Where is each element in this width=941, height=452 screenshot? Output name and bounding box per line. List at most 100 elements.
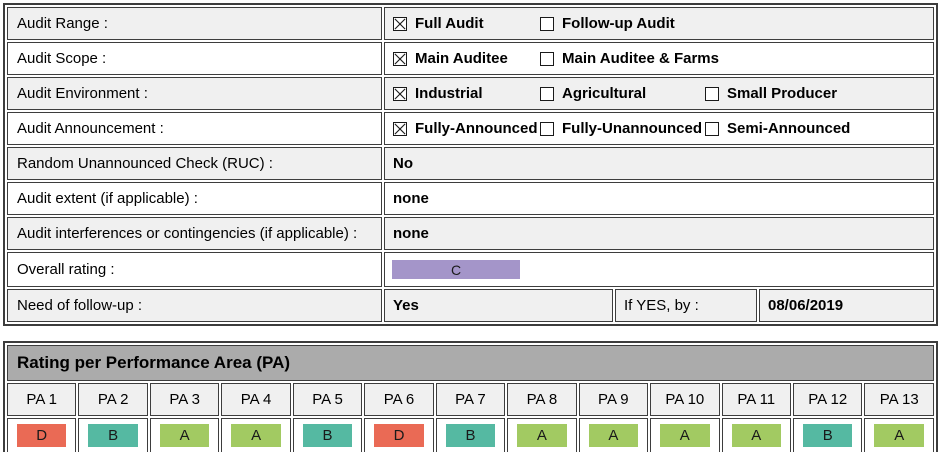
pa-column-header: PA 5 [292,383,363,416]
pa-column-header: PA 11 [721,383,791,416]
pa-rating-badge: A [588,424,639,447]
field-options-audit-environment: Industrial Agricultural Small Producer [384,77,934,110]
checkbox-main-auditee[interactable] [393,51,407,66]
checkbox-follow-up-audit[interactable] [540,16,554,31]
option-label: Main Auditee & Farms [562,50,719,67]
option-label: Industrial [415,85,483,102]
pa-rating-badge: B [88,424,138,447]
option-label: Semi-Announced [727,120,851,137]
pa-rating-badge: B [445,424,496,447]
pa-rating-badge: A [517,424,567,447]
pa-rating-cell: A [650,418,720,452]
option-label: Fully-Unannounced [562,120,702,137]
overall-rating-badge: C [392,260,520,279]
table-row: Audit Environment : Industrial Agricultu… [7,77,934,110]
option-label: Main Auditee [415,50,508,67]
option-small-producer: Small Producer [705,85,837,102]
pa-section-title: Rating per Performance Area (PA) [7,345,934,381]
field-label-audit-scope: Audit Scope : [7,42,382,75]
pa-header-row: PA 1 PA 2 PA 3 PA 4 PA 5 PA 6 PA 7 PA 8 … [7,383,934,416]
field-value-ruc: No [384,147,934,180]
pa-column-header: PA 9 [578,383,649,416]
table-row: Audit Announcement : Fully-Announced Ful… [7,112,934,145]
x-mark-icon [394,87,406,100]
field-label-ruc: Random Unannounced Check (RUC) : [7,147,382,180]
pa-rating-cell: A [221,418,291,452]
field-label-audit-range: Audit Range : [7,7,382,40]
option-main-auditee: Main Auditee [393,50,540,67]
field-options-audit-announcement: Fully-Announced Fully-Unannounced Semi-A… [384,112,934,145]
option-full-audit: Full Audit [393,15,540,32]
checkbox-main-auditee-farms[interactable] [540,51,554,66]
pa-rating-cell: B [792,418,863,452]
checkbox-agricultural[interactable] [540,86,554,101]
field-value-followup-date: 08/06/2019 [759,289,934,322]
pa-column-header: PA 12 [792,383,863,416]
x-mark-icon [394,17,406,30]
table-row: Need of follow-up : Yes If YES, by : 08/… [7,289,934,322]
pa-title-row: Rating per Performance Area (PA) [7,345,934,381]
pa-rating-cell: A [507,418,577,452]
checkbox-industrial[interactable] [393,86,407,101]
pa-rating-cell: B [435,418,506,452]
field-options-audit-range: Full Audit Follow-up Audit [384,7,934,40]
pa-rating-cell: A [721,418,791,452]
pa-column-header: PA 2 [78,383,148,416]
pa-rating-badge: A [731,424,781,447]
option-label: Agricultural [562,85,647,102]
pa-column-header: PA 4 [221,383,291,416]
pa-rating-badge: D [374,424,424,447]
field-label-audit-environment: Audit Environment : [7,77,382,110]
table-row: Audit Scope : Main Auditee Main Auditee … [7,42,934,75]
pa-rating-badge: D [17,424,67,447]
field-label-audit-announcement: Audit Announcement : [7,112,382,145]
field-value-need-followup: Yes [384,289,613,322]
pa-rating-cell: D [364,418,434,452]
x-mark-icon [394,122,406,135]
option-label: Follow-up Audit [562,15,675,32]
option-semi-announced: Semi-Announced [705,120,850,137]
pa-column-header: PA 1 [7,383,77,416]
field-value-audit-extent: none [384,182,934,215]
x-mark-icon [394,52,406,65]
option-main-auditee-farms: Main Auditee & Farms [540,50,719,67]
pa-rating-cell: A [578,418,649,452]
pa-rating-badge: A [231,424,281,447]
checkbox-fully-unannounced[interactable] [540,121,554,136]
pa-rating-badge: A [874,424,924,447]
option-label: Full Audit [415,15,484,32]
pa-column-header: PA 10 [650,383,720,416]
field-label-audit-extent: Audit extent (if applicable) : [7,182,382,215]
checkbox-fully-announced[interactable] [393,121,407,136]
checkbox-semi-announced[interactable] [705,121,719,136]
pa-rating-badge: A [660,424,710,447]
audit-details-table: Audit Range : Full Audit Follow-up Audit… [3,3,938,326]
field-value-overall-rating: C [384,252,934,287]
option-industrial: Industrial [393,85,540,102]
field-label-need-followup: Need of follow-up : [7,289,382,322]
option-label: Small Producer [727,85,838,102]
pa-rating-cell: B [292,418,363,452]
table-row: Audit extent (if applicable) : none [7,182,934,215]
option-label: Fully-Announced [415,120,538,137]
pa-column-header: PA 7 [435,383,506,416]
pa-column-header: PA 6 [364,383,434,416]
checkbox-small-producer[interactable] [705,86,719,101]
table-row: Random Unannounced Check (RUC) : No [7,147,934,180]
field-value-audit-interferences: none [384,217,934,250]
field-label-if-yes-by: If YES, by : [615,289,757,322]
checkbox-full-audit[interactable] [393,16,407,31]
option-fully-announced: Fully-Announced [393,120,540,137]
pa-column-header: PA 3 [149,383,220,416]
option-follow-up-audit: Follow-up Audit [540,15,705,32]
pa-column-header: PA 8 [507,383,577,416]
pa-rating-badge: B [302,424,353,447]
pa-rating-cell: D [7,418,77,452]
field-options-audit-scope: Main Auditee Main Auditee & Farms [384,42,934,75]
option-agricultural: Agricultural [540,85,705,102]
option-fully-unannounced: Fully-Unannounced [540,120,705,137]
table-row: Overall rating : C [7,252,934,287]
pa-rating-badge: A [159,424,210,447]
pa-rating-row: D B A A B D B A A A A B A [7,418,934,452]
